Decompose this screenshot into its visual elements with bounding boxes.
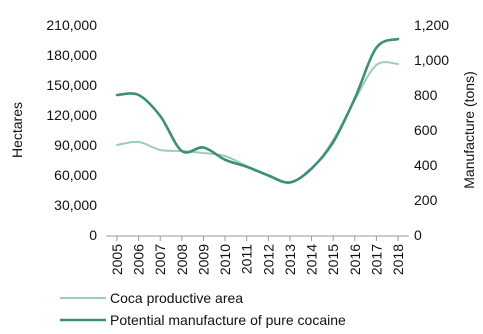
right-axis-ticks: 0 200 400 600 800 1,000 1,200 (414, 17, 449, 243)
y-tick-label: 120,000 (46, 107, 97, 123)
y-tick-label: 210,000 (46, 17, 97, 33)
y-tick-label: 0 (89, 227, 97, 243)
x-tick-label: 2010 (217, 244, 233, 275)
y-tick-label: 30,000 (54, 197, 97, 213)
y2-tick-label: 800 (414, 87, 438, 103)
series-line-2 (115, 37, 400, 184)
y2-tick-label: 200 (414, 192, 438, 208)
legend-label: Potential manufacture of pure cocaine (110, 312, 346, 328)
x-tick-label: 2006 (131, 244, 147, 275)
legend: Coca productive area Potential manufactur… (60, 290, 346, 328)
y2-tick-label: 1,000 (414, 52, 449, 68)
y-tick-label: 180,000 (46, 47, 97, 63)
y2-tick-label: 600 (414, 122, 438, 138)
y-axis-label: Hectares (9, 102, 25, 158)
y-tick-label: 150,000 (46, 77, 97, 93)
series-group (115, 37, 400, 184)
x-tick-label: 2014 (304, 244, 320, 275)
left-axis-ticks: 0 30,000 60,000 90,000 120,000 150,000 180,000… (46, 17, 97, 243)
x-tick-label: 2015 (325, 244, 341, 275)
y2-tick-label: 0 (414, 227, 422, 243)
x-tick-label: 2009 (195, 244, 211, 275)
x-tick-label: 2016 (347, 244, 363, 275)
x-tick-label: 2013 (282, 244, 298, 275)
x-tick-label: 2007 (152, 244, 168, 275)
x-tick-label: 2008 (174, 244, 190, 275)
y2-axis-label: Manufacture (tons) (461, 71, 477, 189)
x-tick-label: 2017 (368, 244, 384, 275)
y2-tick-label: 400 (414, 157, 438, 173)
x-tick-label: 2005 (109, 244, 125, 275)
x-tick-label: 2018 (390, 244, 406, 275)
y-tick-label: 60,000 (54, 167, 97, 183)
series-line-1 (116, 61, 399, 184)
legend-label: Coca productive area (110, 290, 243, 306)
x-axis-ticks: 2005 2006 2007 2008 2009 2010 2011 2012 2013 2014… (109, 236, 406, 275)
x-tick-label: 2011 (239, 244, 255, 274)
x-tick-label: 2012 (260, 244, 276, 275)
y-tick-label: 90,000 (54, 137, 97, 153)
y2-tick-label: 1,200 (414, 17, 449, 33)
